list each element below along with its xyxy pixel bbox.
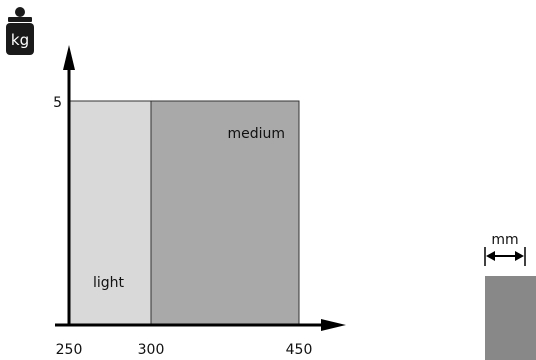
size-unit-label: mm xyxy=(491,232,518,248)
size-arrow-left xyxy=(486,251,495,261)
size-indicator: mm xyxy=(484,232,536,360)
weight-unit-label: kg xyxy=(11,31,29,49)
size-swatch xyxy=(485,276,536,360)
x-tick-label: 300 xyxy=(138,342,165,358)
tick-labels: 5 250 300 450 xyxy=(53,95,312,358)
weight-kg-icon: kg xyxy=(6,7,34,55)
region-medium xyxy=(150,100,300,326)
y-axis-arrowhead xyxy=(63,45,75,70)
x-tick-label: 450 xyxy=(286,342,313,358)
x-axis-arrowhead xyxy=(321,319,346,331)
axes xyxy=(55,45,346,331)
y-tick-label: 5 xyxy=(53,95,62,111)
x-tick-label: 250 xyxy=(56,342,83,358)
region-label-light: light xyxy=(93,275,125,291)
region-light xyxy=(68,100,152,326)
regions: light medium xyxy=(68,100,300,326)
region-label-medium: medium xyxy=(227,126,285,142)
size-arrow-right xyxy=(515,251,524,261)
